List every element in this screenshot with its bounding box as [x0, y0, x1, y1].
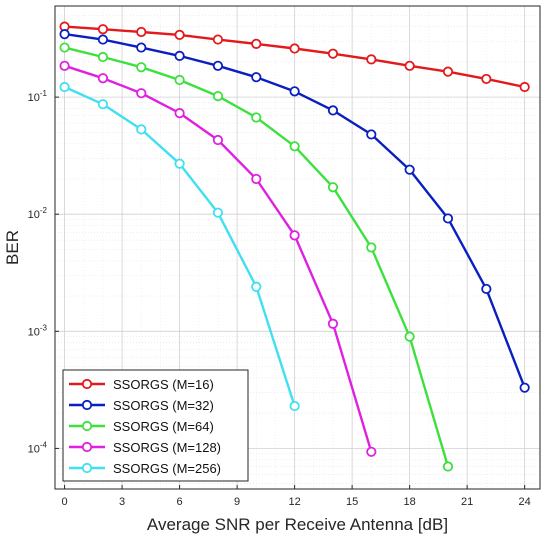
series-marker [366, 242, 377, 253]
series-marker [251, 38, 262, 49]
y-tick-label: 10-3 [28, 323, 48, 338]
series-layer [59, 21, 530, 472]
legend-marker [81, 420, 93, 432]
legend-marker [81, 399, 93, 411]
legend-item: SSORGS (M=256) [69, 461, 221, 476]
series-marker [136, 26, 147, 38]
series-marker [174, 74, 185, 86]
series-marker [97, 24, 109, 35]
series-marker [59, 42, 70, 53]
series-marker [212, 207, 224, 218]
series-marker [212, 60, 224, 71]
legend-item: SSORGS (M=128) [69, 440, 221, 455]
series-marker [97, 99, 109, 110]
series-marker [481, 283, 492, 295]
series-marker [404, 60, 415, 71]
series-marker [251, 72, 262, 83]
series-marker [59, 60, 70, 71]
series-marker [59, 81, 70, 93]
y-axis-ticks: 10-1 10-2 10-3 10-4 [28, 89, 59, 455]
series-marker [174, 158, 185, 169]
legend-marker [81, 378, 93, 390]
plot-area-frame [54, 5, 541, 490]
series-marker [442, 66, 454, 77]
series-marker [327, 182, 339, 193]
legend-marker [81, 462, 93, 474]
series-marker [97, 34, 109, 45]
series-marker [366, 129, 377, 140]
x-tick-label: 15 [346, 496, 358, 508]
series-marker [327, 48, 339, 59]
series-marker [289, 43, 300, 54]
series-marker [136, 62, 147, 73]
x-axis-ticks: 0 3 6 9 12 15 18 21 24 [62, 485, 531, 508]
legend-item: SSORGS (M=32) [69, 398, 214, 413]
series-marker [289, 86, 300, 97]
series-marker [212, 134, 224, 146]
series-4 [59, 60, 377, 457]
legend-item: SSORGS (M=16) [69, 377, 214, 392]
series-marker [97, 51, 109, 63]
y-tick-label: 10-1 [28, 89, 48, 104]
x-tick-label: 0 [62, 496, 68, 508]
x-tick-label: 3 [119, 496, 125, 508]
series-marker [212, 34, 224, 45]
series-marker [136, 124, 147, 135]
x-tick-label: 6 [177, 496, 183, 508]
series-marker [59, 29, 70, 40]
y-tick-label: 10-2 [28, 206, 48, 221]
series-3 [59, 42, 454, 472]
legend-label: SSORGS (M=64) [113, 419, 214, 434]
legend-marker [81, 441, 93, 453]
x-axis-label: Average SNR per Receive Antenna [dB] [147, 515, 448, 534]
series-marker [327, 105, 339, 116]
series-marker [519, 81, 530, 93]
x-tick-label: 24 [519, 496, 531, 508]
legend-label: SSORGS (M=128) [113, 440, 221, 455]
series-marker [404, 331, 415, 342]
series-marker [97, 73, 109, 84]
series-marker [289, 400, 300, 412]
series-marker [174, 108, 185, 119]
x-tick-label: 9 [234, 496, 240, 508]
series-marker [442, 461, 454, 472]
series-marker [251, 281, 262, 292]
y-axis-label: BER [3, 230, 22, 265]
series-1 [59, 21, 530, 93]
series-marker [289, 230, 300, 241]
series-marker [174, 29, 185, 40]
series-marker [366, 54, 377, 65]
series-5 [59, 81, 300, 412]
legend-item: SSORGS (M=64) [69, 419, 214, 434]
x-tick-label: 18 [404, 496, 416, 508]
series-marker [327, 318, 339, 329]
series-marker [442, 213, 454, 224]
y-tick-label: 10-4 [28, 440, 48, 455]
legend-label: SSORGS (M=32) [113, 398, 214, 413]
series-marker [404, 164, 415, 175]
legend: SSORGS (M=16) SSORGS (M=32) SSORGS (M=64) S… [62, 369, 249, 482]
series-marker [174, 50, 185, 61]
legend-label: SSORGS (M=256) [113, 461, 221, 476]
series-marker [136, 42, 147, 53]
series-marker [289, 141, 300, 152]
series-marker [366, 446, 377, 457]
x-tick-label: 21 [461, 496, 473, 508]
series-marker [212, 91, 224, 102]
series-marker [519, 382, 530, 393]
series-marker [251, 173, 262, 185]
series-2 [59, 29, 530, 393]
series-marker [136, 88, 147, 99]
series-marker [251, 112, 262, 123]
series-marker [481, 73, 492, 85]
x-tick-label: 12 [288, 496, 300, 508]
legend-label: SSORGS (M=16) [113, 377, 214, 392]
